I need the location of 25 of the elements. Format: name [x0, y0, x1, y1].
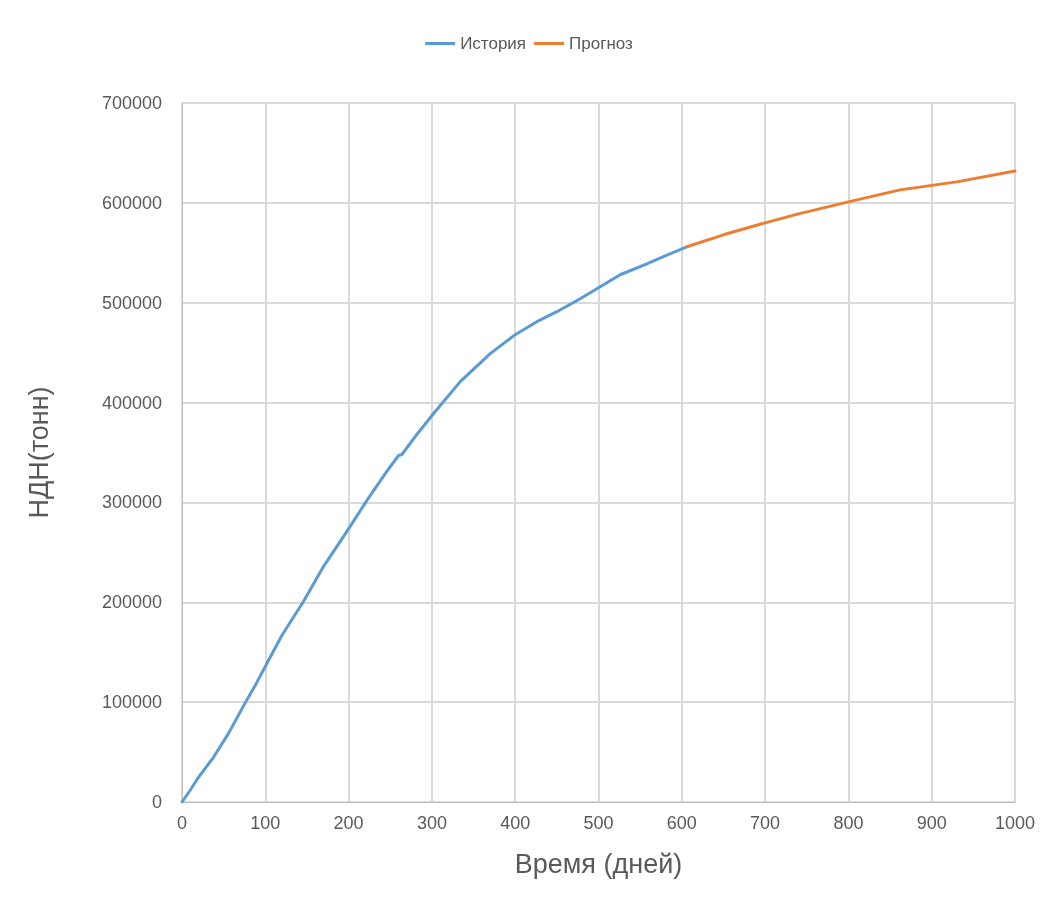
line-series: [180, 245, 689, 804]
y-tick-label: 0: [151, 792, 162, 812]
x-tick-label: 1000: [994, 813, 1036, 833]
x-tick-label: 800: [833, 813, 864, 833]
x-tick-label: 900: [916, 813, 947, 833]
x-tick-label: 700: [750, 813, 781, 833]
x-tick-label: 200: [333, 813, 364, 833]
legend-label: Прогноз: [569, 34, 634, 53]
x-tick-label: 0: [176, 813, 188, 833]
legend-label: История: [460, 34, 527, 53]
y-tick-label: 200000: [101, 592, 162, 613]
line-series: [685, 169, 1017, 249]
x-tick-label: 500: [583, 813, 614, 833]
y-tick-label: 400000: [101, 392, 162, 413]
y-tick-label: 500000: [101, 292, 162, 313]
y-tick-label: 600000: [101, 192, 162, 213]
x-tick-label: 400: [500, 813, 531, 833]
x-tick-label: 300: [416, 813, 447, 833]
y-tick-label: 100000: [101, 692, 162, 713]
x-axis-title: Время (дней): [514, 848, 683, 879]
y-tick-label: 300000: [101, 492, 162, 513]
x-tick-label: 600: [666, 813, 697, 833]
y-axis-title: НДН(тонн): [23, 386, 54, 519]
y-tick-label: 700000: [101, 93, 162, 113]
x-tick-label: 100: [250, 813, 281, 833]
